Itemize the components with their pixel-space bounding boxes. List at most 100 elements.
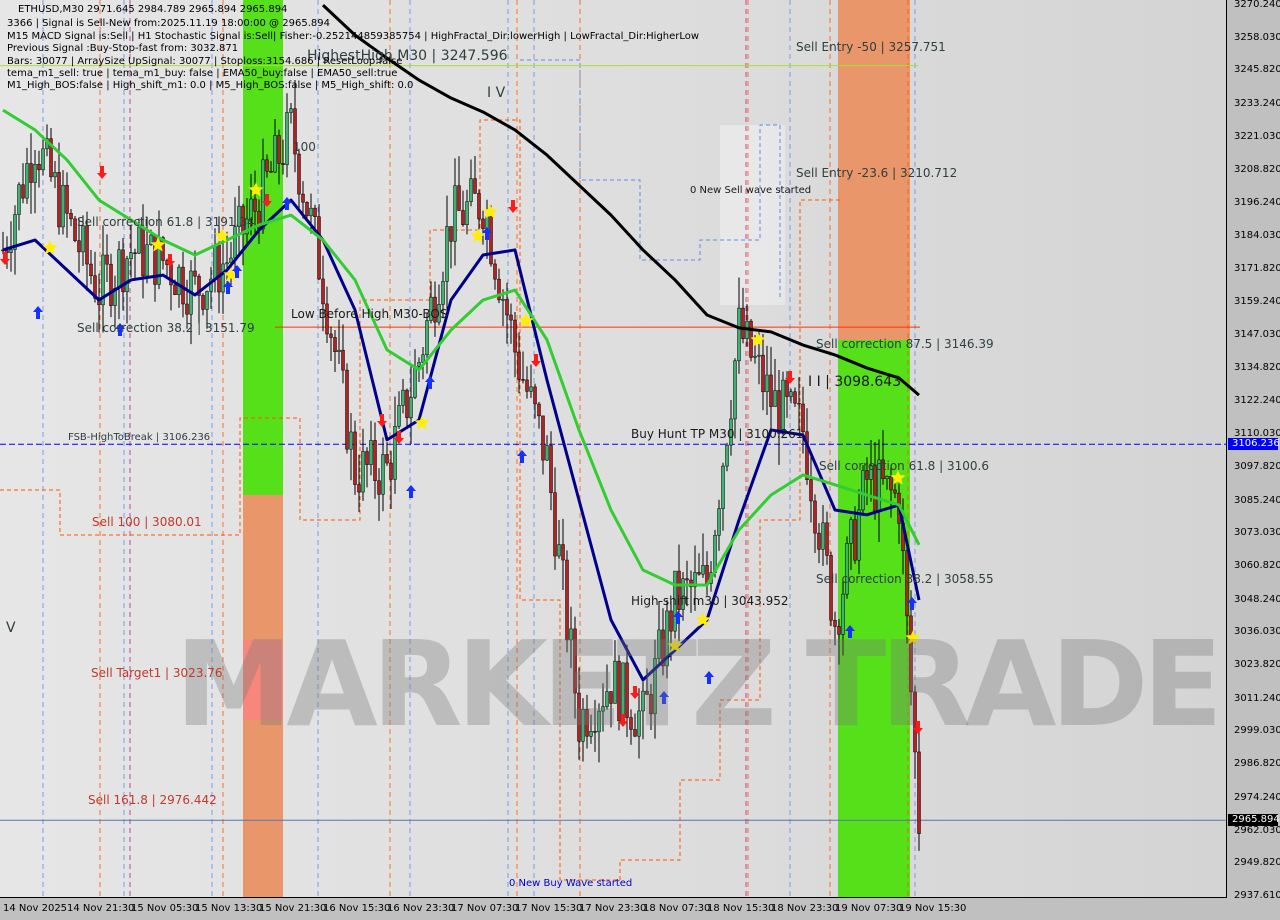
info-line: Bars: 30077 | ArraySize UpSignal: 30077 … — [7, 56, 403, 67]
y-tick-label: 2937.610 — [1234, 890, 1280, 901]
bear-candle — [577, 692, 581, 742]
bear-candle — [797, 402, 801, 405]
bull-candle — [361, 451, 365, 493]
bear-candle — [669, 610, 673, 632]
bull-candle — [101, 254, 105, 306]
bear-candle — [625, 662, 629, 718]
sell-arrow-icon — [0, 252, 10, 265]
bull-candle — [369, 440, 373, 465]
y-tick-label: 3208.820 — [1234, 163, 1280, 175]
bear-candle — [825, 522, 829, 556]
bull-candle — [861, 470, 865, 511]
y-tick-label: 3085.240 — [1234, 494, 1280, 506]
bull-candle — [845, 543, 849, 595]
bear-candle — [833, 620, 837, 627]
star-signal-icon — [248, 182, 264, 197]
y-tick-label: 3122.240 — [1234, 395, 1280, 407]
x-tick-label: 18 Nov 15:30 — [707, 903, 775, 914]
bull-candle — [205, 291, 209, 310]
bear-candle — [301, 193, 305, 203]
bull-candle — [757, 354, 761, 357]
bear-candle — [365, 451, 369, 465]
star-signal-icon — [42, 240, 58, 255]
bear-candle — [893, 489, 897, 494]
bull-candle — [237, 205, 241, 227]
price-chart — [0, 0, 1226, 897]
y-tick-label: 3245.820 — [1234, 64, 1280, 76]
bull-candle — [589, 731, 593, 737]
bear-candle — [49, 138, 53, 178]
bear-candle — [509, 314, 513, 321]
bear-candle — [217, 245, 221, 293]
bear-candle — [389, 462, 393, 480]
y-tick-label: 3221.030 — [1234, 130, 1280, 142]
bear-candle — [761, 354, 765, 393]
bull-candle — [821, 522, 825, 550]
bull-candle — [285, 112, 289, 165]
annotation-wave-v: V — [6, 620, 16, 636]
x-tick-label: 19 Nov 15:30 — [899, 903, 967, 914]
bear-candle — [645, 690, 649, 695]
bear-candle — [561, 544, 565, 561]
y-tick-label: 3270.240 — [1234, 0, 1280, 10]
bear-candle — [865, 470, 869, 480]
bull-candle — [641, 690, 645, 712]
x-tick-label: 15 Nov 05:30 — [131, 903, 199, 914]
bull-candle — [417, 362, 421, 367]
sell-arrow-icon — [377, 414, 387, 427]
bull-candle — [393, 426, 397, 480]
bear-candle — [405, 389, 409, 419]
bull-candle — [245, 218, 249, 235]
bull-candle — [81, 225, 85, 253]
chart-plot-area[interactable]: MARKETZ TRADE HighestHigh M30 | 3247.596… — [0, 0, 1227, 898]
bull-candle — [869, 465, 873, 480]
ema-long-line — [321, 4, 920, 397]
y-tick-label: 3233.240 — [1234, 98, 1280, 110]
bear-candle — [201, 295, 205, 310]
annotation-new-buy-wave: 0 New Buy Wave started — [509, 878, 633, 889]
y-tick-label: 3184.030 — [1234, 229, 1280, 241]
y-tick-label: 3134.820 — [1234, 361, 1280, 373]
bear-candle — [525, 379, 529, 392]
bull-candle — [721, 465, 725, 509]
info-line: M15 MACD Signal is:Sell | H1 Stochastic … — [7, 31, 700, 42]
y-tick-label: 3073.030 — [1234, 527, 1280, 539]
bear-candle — [617, 660, 621, 722]
bear-candle — [741, 307, 745, 339]
bear-candle — [801, 403, 805, 433]
y-tick-label: 2986.820 — [1234, 758, 1280, 770]
x-tick-label: 16 Nov 15:30 — [323, 903, 391, 914]
bear-candle — [809, 479, 813, 502]
bull-candle — [469, 178, 473, 202]
bear-candle — [329, 333, 333, 338]
bear-candle — [281, 163, 285, 165]
bear-candle — [277, 135, 281, 164]
bear-candle — [353, 431, 357, 485]
current-price-tag: 2965.894 — [1228, 814, 1280, 827]
bear-candle — [661, 629, 665, 667]
bear-candle — [565, 559, 569, 641]
bear-candle — [749, 320, 753, 358]
bull-candle — [885, 475, 889, 479]
bull-candle — [501, 299, 505, 301]
star-signal-icon — [414, 415, 430, 430]
bull-candle — [453, 185, 457, 242]
bear-candle — [377, 480, 381, 495]
sell-arrow-icon — [531, 354, 541, 367]
bear-candle — [173, 284, 177, 295]
bear-candle — [593, 731, 597, 733]
y-tick-label: 3196.240 — [1234, 197, 1280, 209]
x-tick-label: 14 Nov 21:30 — [67, 903, 135, 914]
bear-candle — [77, 240, 81, 253]
bull-candle — [569, 628, 573, 641]
buy-arrow-icon — [704, 671, 714, 684]
bear-candle — [685, 578, 689, 581]
bull-candle — [429, 296, 433, 321]
bull-candle — [117, 249, 121, 289]
buy-zone-band — [243, 0, 283, 495]
bear-candle — [533, 386, 537, 405]
bull-candle — [129, 252, 133, 259]
buy-arrow-icon — [282, 197, 292, 210]
bear-candle — [185, 303, 189, 315]
bear-candle — [433, 296, 437, 323]
